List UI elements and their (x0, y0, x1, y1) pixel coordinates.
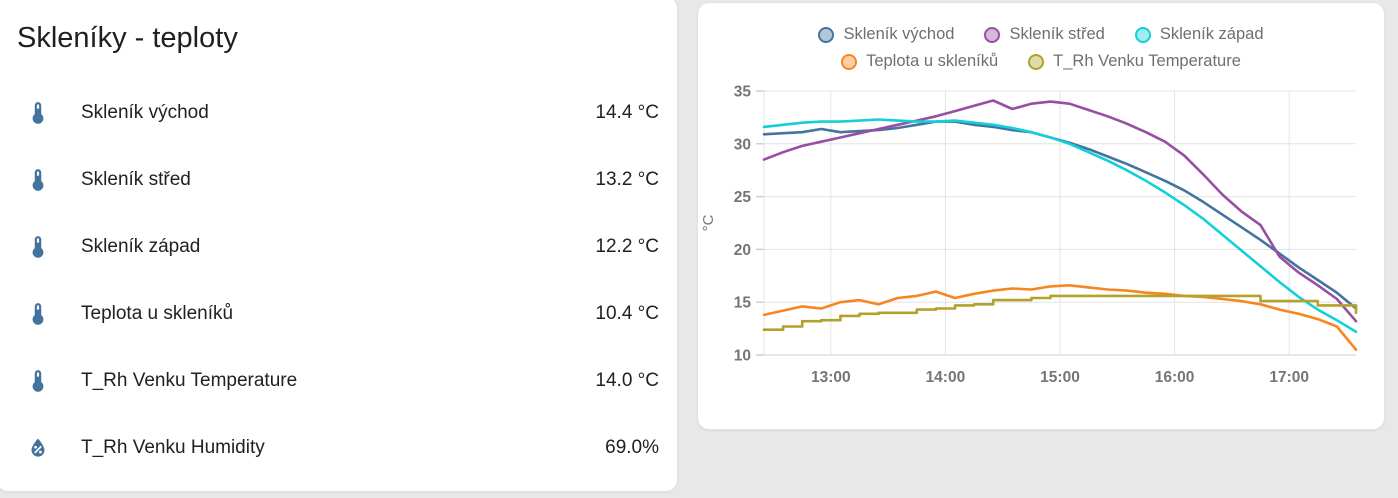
svg-text:°C: °C (700, 214, 717, 231)
entity-value: 69.0% (605, 437, 659, 459)
svg-text:14:00: 14:00 (926, 369, 966, 386)
legend-item[interactable]: Skleník východ (818, 25, 954, 44)
legend-label: Teplota u skleníků (866, 52, 999, 70)
temperature-history-chart[interactable]: 10 15 20 25 30 35 13:00 14:00 15:00 16:00 17:00 °C (698, 79, 1384, 391)
legend-marker-icon (818, 26, 835, 43)
entity-row-sklenik-stred[interactable]: Skleník střed 13.2 °C (0, 147, 677, 214)
legend-label: Skleník východ (843, 25, 955, 43)
entity-value: 14.4 °C (595, 102, 659, 124)
legend-label: Skleník střed (1009, 25, 1105, 43)
water-percent-icon (25, 435, 51, 461)
thermometer-icon (25, 167, 51, 193)
entity-name: Skleník západ (81, 236, 201, 258)
entity-name: T_Rh Venku Humidity (81, 437, 265, 459)
legend-item[interactable]: Skleník střed (984, 25, 1105, 44)
entity-name: Teplota u skleníků (81, 303, 234, 325)
history-graph-card: Skleník východ Skleník střed Skleník západ… (697, 2, 1385, 430)
svg-text:35: 35 (734, 84, 752, 101)
legend-item[interactable]: Skleník západ (1134, 25, 1264, 44)
thermometer-icon (25, 301, 51, 327)
thermometer-icon (25, 234, 51, 260)
thermometer-icon (25, 368, 51, 394)
entity-name: T_Rh Venku Temperature (81, 370, 298, 392)
entity-row-venku-humidity[interactable]: T_Rh Venku Humidity 69.0% (0, 415, 677, 482)
entity-value: 14.0 °C (595, 370, 659, 392)
legend-item[interactable]: T_Rh Venku Temperature (1028, 52, 1241, 71)
legend-marker-icon (841, 53, 858, 70)
legend-marker-icon (984, 26, 1001, 43)
svg-text:15: 15 (734, 295, 752, 312)
entity-row-sklenik-zapad[interactable]: Skleník západ 12.2 °C (0, 214, 677, 281)
svg-text:13:00: 13:00 (811, 369, 851, 386)
entity-name: Skleník východ (81, 102, 209, 124)
thermometer-icon (25, 100, 51, 126)
entity-row-teplota-u-skleniku[interactable]: Teplota u skleníků 10.4 °C (0, 281, 677, 348)
entity-row-venku-temperature[interactable]: T_Rh Venku Temperature 14.0 °C (0, 348, 677, 415)
svg-text:17:00: 17:00 (1269, 369, 1309, 386)
entity-row-sklenik-vychod[interactable]: Skleník východ 14.4 °C (0, 80, 677, 147)
svg-text:16:00: 16:00 (1155, 369, 1195, 386)
entity-value: 12.2 °C (595, 236, 659, 258)
svg-text:10: 10 (734, 348, 751, 365)
chart-legend: Skleník východ Skleník střed Skleník západ… (741, 3, 1341, 71)
card-title: Skleníky - teploty (17, 22, 238, 54)
legend-item[interactable]: Teplota u skleníků (841, 52, 998, 71)
entity-value: 10.4 °C (595, 303, 659, 325)
entities-card: Skleníky - teploty Skleník východ 14.4 °… (0, 0, 678, 492)
svg-text:25: 25 (734, 189, 752, 206)
svg-text:15:00: 15:00 (1040, 369, 1080, 386)
entity-value: 13.2 °C (595, 169, 659, 191)
legend-label: T_Rh Venku Temperature (1053, 52, 1241, 70)
svg-text:20: 20 (734, 242, 751, 259)
entity-name: Skleník střed (81, 169, 191, 191)
legend-marker-icon (1028, 53, 1045, 70)
entity-list: Skleník východ 14.4 °C Skleník střed 13.… (0, 80, 677, 482)
svg-text:30: 30 (734, 136, 751, 153)
legend-label: Skleník západ (1159, 25, 1264, 43)
legend-marker-icon (1134, 26, 1151, 43)
